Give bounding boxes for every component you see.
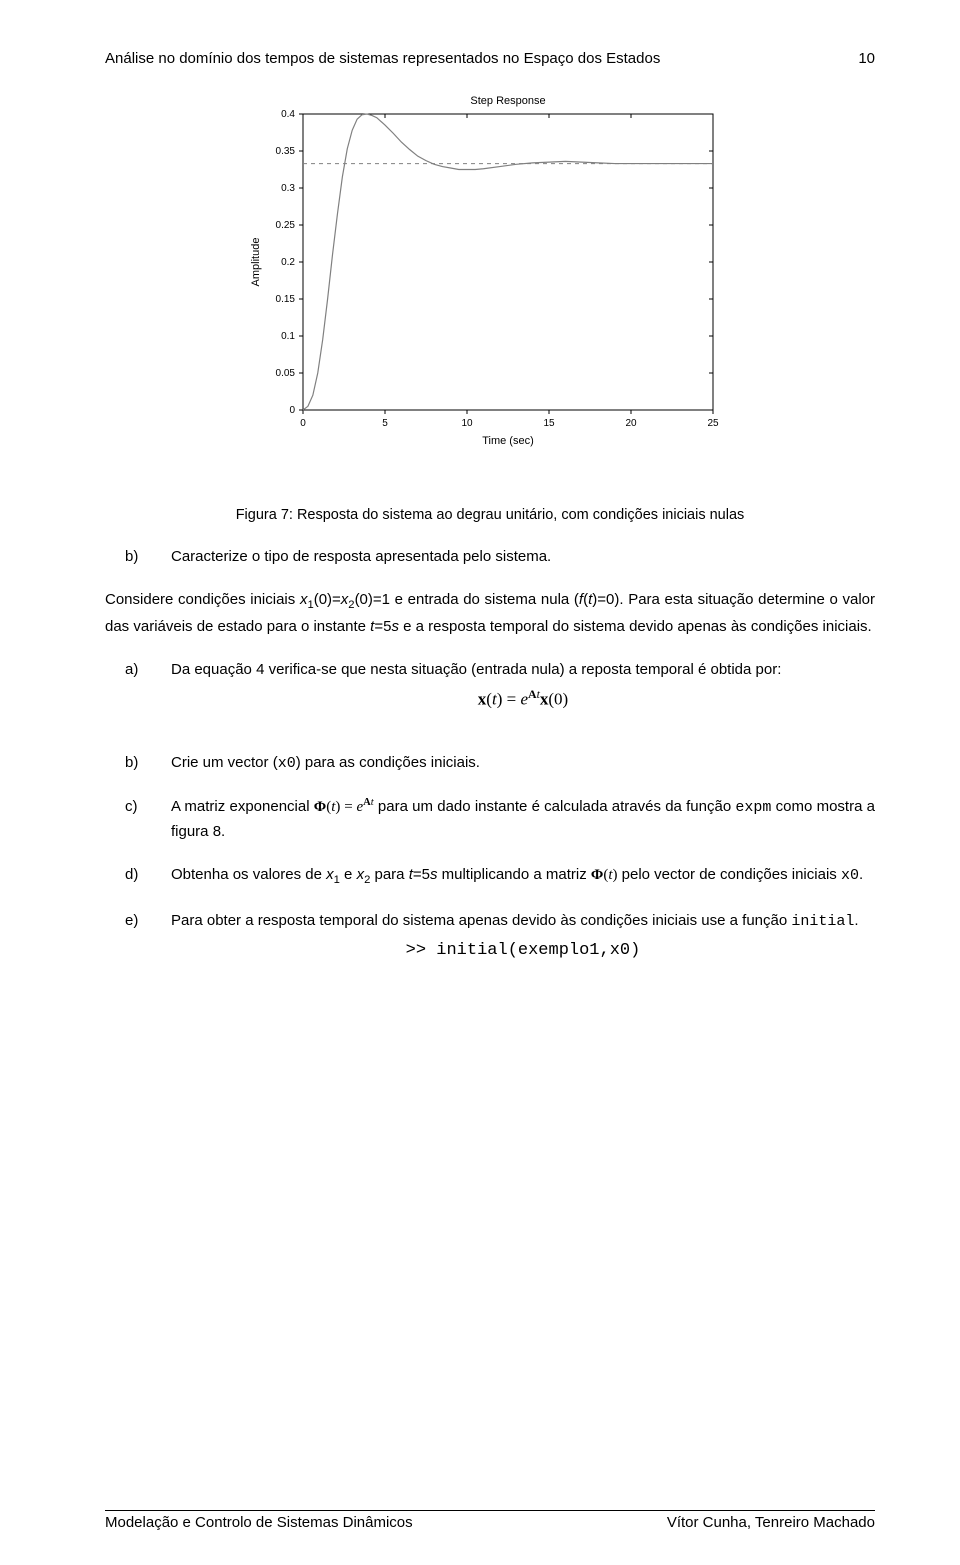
svg-text:0.2: 0.2	[281, 257, 295, 268]
item-b2: b) Crie um vector (x0) para as condições…	[105, 751, 875, 775]
svg-text:0.05: 0.05	[276, 368, 296, 379]
svg-text:10: 10	[461, 418, 473, 429]
item-c: c) A matriz exponencial Φ(t) = eAt para …	[105, 795, 875, 843]
item-body: Da equação 4 verifica-se que nesta situa…	[171, 658, 875, 731]
svg-text:0.4: 0.4	[281, 109, 295, 120]
svg-text:0.3: 0.3	[281, 183, 295, 194]
text: multiplicando a matriz	[437, 866, 590, 883]
inline-code: expm	[735, 799, 771, 816]
inline-code: x0	[278, 755, 296, 772]
footer-right: Vítor Cunha, Tenreiro Machado	[667, 1514, 875, 1531]
item-b1: b) Caracterize o tipo de resposta aprese…	[105, 545, 875, 568]
item-letter: c)	[105, 795, 171, 843]
text: para um dado instante é calculada atravé…	[374, 798, 736, 815]
equation-xt: x(t) = eAtx(0)	[171, 685, 875, 713]
figure-caption: Figura 7: Resposta do sistema ao degrau …	[105, 507, 875, 523]
item-d: d) Obtenha os valores de x1 e x2 para t=…	[105, 863, 875, 889]
item-body: A matriz exponencial Φ(t) = eAt para um …	[171, 795, 875, 843]
svg-text:25: 25	[707, 418, 719, 429]
text: A matriz exponencial	[171, 798, 314, 815]
item-letter: b)	[105, 545, 171, 568]
step-response-chart: Step Response 0 0.05 0.1 0.15 0.2 0.25 0.3 0.35 0…	[245, 92, 875, 497]
item-e: e) Para obter a resposta temporal do sis…	[105, 909, 875, 964]
text: Considere condições iniciais	[105, 591, 300, 608]
svg-text:Amplitude: Amplitude	[250, 238, 262, 287]
page-footer: Modelação e Controlo de Sistemas Dinâmic…	[105, 1510, 875, 1531]
inline-code: x0	[841, 867, 859, 884]
svg-text:Step Response: Step Response	[470, 95, 545, 107]
text: Para obter a resposta temporal do sistem…	[171, 912, 791, 929]
item-a2: a) Da equação 4 verifica-se que nesta si…	[105, 658, 875, 731]
text: Obtenha os valores de	[171, 866, 326, 883]
svg-text:0: 0	[300, 418, 306, 429]
svg-text:0: 0	[289, 405, 295, 416]
page-header: Análise no domínio dos tempos de sistema…	[105, 50, 875, 67]
svg-text:0.35: 0.35	[276, 146, 296, 157]
svg-text:15: 15	[543, 418, 555, 429]
code-initial-call: >> initial(exemplo1,x0)	[171, 938, 875, 964]
item-letter: d)	[105, 863, 171, 889]
svg-text:0.25: 0.25	[276, 220, 296, 231]
item-letter: e)	[105, 909, 171, 964]
svg-text:Time (sec): Time (sec)	[482, 435, 534, 447]
item-letter: b)	[105, 751, 171, 775]
para-considere: Considere condições iniciais x1(0)=x2(0)…	[105, 588, 875, 638]
item-letter: a)	[105, 658, 171, 731]
text: .	[854, 912, 858, 929]
svg-text:0.15: 0.15	[276, 294, 296, 305]
svg-text:5: 5	[382, 418, 388, 429]
item-body: Obtenha os valores de x1 e x2 para t=5s …	[171, 863, 875, 889]
inline-code: initial	[791, 913, 854, 930]
svg-text:20: 20	[625, 418, 637, 429]
header-title: Análise no domínio dos tempos de sistema…	[105, 50, 660, 67]
header-page-number: 10	[858, 50, 875, 67]
text: Crie um vector (	[171, 754, 278, 771]
text: e a resposta temporal do sistema devido …	[399, 618, 872, 635]
footer-left: Modelação e Controlo de Sistemas Dinâmic…	[105, 1514, 413, 1531]
svg-text:0.1: 0.1	[281, 331, 295, 342]
text: ) para as condições iniciais.	[296, 754, 480, 771]
item-body: Caracterize o tipo de resposta apresenta…	[171, 545, 875, 568]
text: para	[370, 866, 408, 883]
text: e entrada do sistema nula (	[390, 591, 579, 608]
text: .	[859, 866, 863, 883]
text: pelo vector de condições iniciais	[617, 866, 840, 883]
item-body: Para obter a resposta temporal do sistem…	[171, 909, 875, 964]
text: Da equação 4 verifica-se que nesta situa…	[171, 661, 781, 678]
item-body: Crie um vector (x0) para as condições in…	[171, 751, 875, 775]
